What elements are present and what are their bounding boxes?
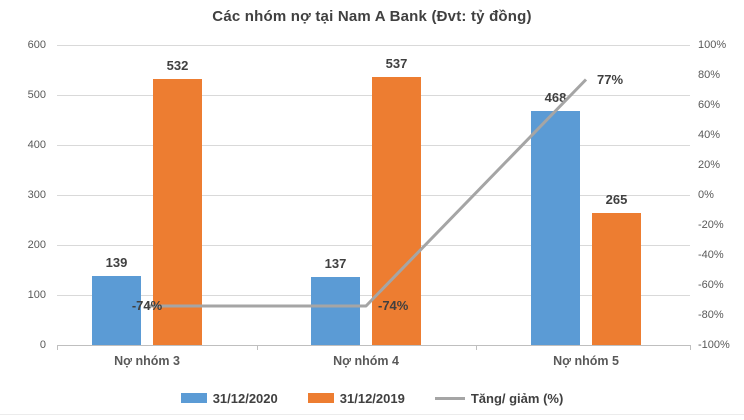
legend-item-3: Tăng/ giảm (%) [434, 390, 564, 406]
category-label: Nợ nhóm 5 [553, 354, 619, 368]
legend-swatch-bar [180, 393, 207, 403]
bar-31-12-2020-group-3 [531, 111, 580, 345]
bar-value-label: 537 [385, 55, 408, 71]
right-axis-tick-label: 100% [698, 39, 727, 51]
category-label: Nợ nhóm 4 [333, 354, 399, 368]
left-axis-tick-label: 500 [27, 89, 46, 101]
left-axis-tick-label: 100 [27, 289, 46, 301]
x-axis-line [57, 344, 690, 346]
bar-31-12-2020-group-2 [311, 276, 360, 345]
category-axis-tick [476, 345, 477, 350]
trend-value-label: -74% [131, 298, 163, 313]
right-axis-tick-label: -20% [698, 219, 724, 231]
bar-value-label: 265 [605, 191, 628, 207]
right-axis-tick-label: -40% [698, 249, 724, 261]
category-axis-tick [57, 345, 58, 350]
chart-bottom-border [0, 414, 744, 415]
left-axis-tick-label: 600 [27, 39, 46, 51]
right-axis-tick-label: -100% [698, 339, 730, 351]
bar-value-label: 139 [105, 254, 128, 270]
trend-value-label: 77% [597, 71, 624, 87]
right-axis-tick-label: -80% [698, 309, 724, 321]
trend-value-label: -74% [378, 298, 409, 313]
legend-swatch-line [434, 396, 465, 400]
chart-title: Các nhóm nợ tại Nam A Bank (Đvt: tỷ đồng… [212, 8, 532, 25]
right-axis-tick-label: 20% [698, 159, 721, 171]
bar-31-12-2019-group-3 [592, 212, 641, 345]
legend: 31/12/2020 31/12/2019 Tăng/ giảm (%) [0, 388, 744, 408]
left-axis-tick-label: 300 [27, 189, 46, 201]
legend-item-1: 31/12/2020 [180, 390, 278, 406]
legend-label: 31/12/2019 [339, 390, 405, 406]
category-axis-tick [256, 345, 258, 350]
bar-value-label: 532 [166, 58, 189, 73]
bar-value-label: 468 [544, 90, 567, 105]
legend-item-2: 31/12/2019 [307, 390, 405, 406]
right-axis-tick-label: 40% [698, 129, 721, 141]
right-axis-tick-label: 80% [698, 69, 721, 81]
category-label: Nợ nhóm 3 [114, 354, 180, 368]
bar-value-label: 137 [324, 255, 347, 271]
right-axis-tick-label: -60% [698, 279, 724, 291]
left-axis-tick-label: 200 [27, 239, 46, 251]
category-axis-tick [690, 345, 691, 350]
right-axis-tick-label: 60% [698, 99, 721, 111]
legend-label: Tăng/ giảm (%) [470, 390, 564, 406]
left-axis-tick-label: 400 [27, 139, 46, 151]
right-axis-tick-label: 0% [698, 189, 714, 201]
y-gridline [57, 44, 690, 46]
bar-31-12-2020-group-1 [92, 275, 141, 345]
legend-swatch-bar [307, 393, 334, 403]
left-axis-tick-label: 0 [39, 339, 46, 351]
legend-label: 31/12/2020 [212, 390, 278, 406]
